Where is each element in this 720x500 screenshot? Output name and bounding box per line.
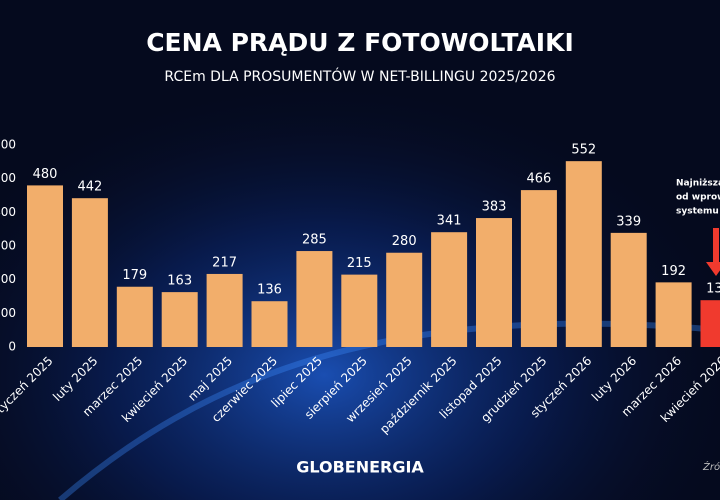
value-label: 192 bbox=[661, 264, 686, 279]
annotation-line: od wprow bbox=[676, 193, 720, 203]
value-label: 480 bbox=[33, 167, 58, 182]
value-label: 163 bbox=[167, 274, 192, 289]
value-label: 339 bbox=[616, 214, 641, 229]
bar bbox=[116, 286, 153, 347]
y-tick-label: 0 bbox=[8, 340, 16, 354]
annotation-line: systemu n bbox=[676, 207, 720, 217]
value-label: 466 bbox=[526, 172, 551, 187]
bar bbox=[655, 282, 692, 347]
bar bbox=[341, 274, 378, 347]
y-tick-label: 500 bbox=[0, 171, 16, 185]
value-label: 179 bbox=[122, 268, 147, 283]
annotation-line: Najniższa bbox=[676, 179, 720, 189]
source-note: Źród bbox=[702, 460, 720, 473]
bar bbox=[476, 218, 512, 347]
value-label: 341 bbox=[437, 214, 462, 229]
value-label: 139 bbox=[706, 282, 720, 297]
bar bbox=[71, 198, 108, 347]
y-tick-label: 100 bbox=[0, 306, 16, 320]
value-label: 383 bbox=[482, 200, 507, 215]
brand-logo: GLOBENERGIA bbox=[296, 458, 424, 477]
value-label: 280 bbox=[392, 234, 417, 249]
y-tick-label: 600 bbox=[0, 138, 16, 152]
chart-title: CENA PRĄDU Z FOTOWOLTAIKI bbox=[146, 28, 574, 57]
bar bbox=[27, 185, 63, 347]
y-tick-label: 300 bbox=[0, 239, 16, 253]
bar bbox=[161, 292, 198, 347]
bar bbox=[565, 161, 602, 347]
chart-subtitle: RCEm DLA PROSUMENTÓW W NET-BILLINGU 2025… bbox=[164, 67, 555, 85]
bar bbox=[251, 301, 288, 347]
bar bbox=[431, 232, 468, 347]
bar bbox=[700, 300, 720, 347]
value-label: 442 bbox=[77, 180, 102, 195]
value-label: 215 bbox=[347, 256, 372, 271]
y-tick-label: 200 bbox=[0, 272, 16, 286]
bar bbox=[296, 251, 333, 347]
bar bbox=[206, 273, 243, 347]
bar bbox=[520, 190, 557, 347]
annotation-arrow bbox=[706, 228, 720, 276]
bar bbox=[610, 232, 647, 347]
value-label: 136 bbox=[257, 283, 282, 298]
value-label: 285 bbox=[302, 233, 327, 248]
value-label: 217 bbox=[212, 255, 237, 270]
value-label: 552 bbox=[571, 143, 596, 158]
y-tick-label: 400 bbox=[0, 205, 16, 219]
bar bbox=[386, 252, 423, 347]
